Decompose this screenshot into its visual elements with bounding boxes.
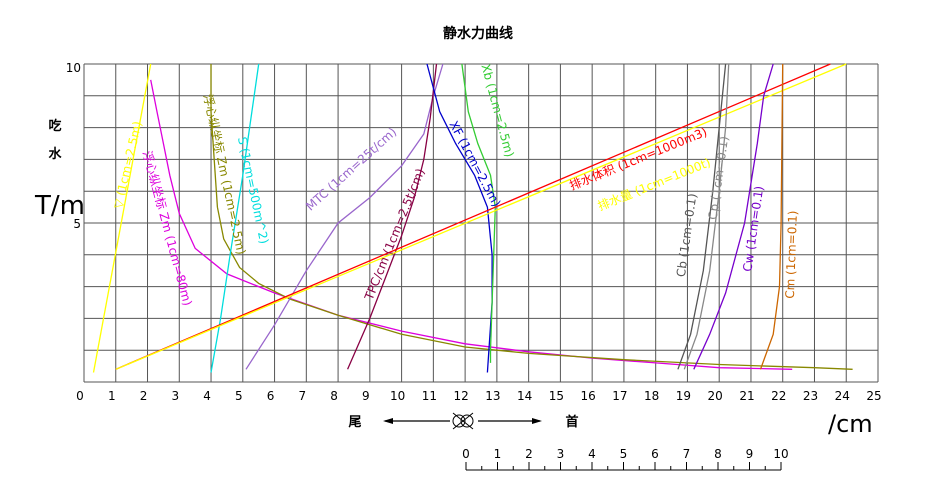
series-curve — [693, 63, 774, 370]
series-label: Xb (1cm=2.5m) — [478, 63, 516, 159]
series-curve — [245, 63, 444, 370]
x-tick-label: 2 — [140, 389, 148, 403]
direction-indicator: 尾 首 — [348, 412, 579, 430]
x-tick-label: 23 — [803, 389, 818, 403]
series-labels: ▽ (1cm=2.5m)浮心纵坐标 Zm (1cm=80m) 浮心纵坐标 Zm (… — [111, 63, 800, 308]
ruler-tick-label: 5 — [620, 447, 628, 461]
x-tick-label: 17 — [612, 389, 627, 403]
y-axis-label-char-2: 水 — [48, 146, 62, 162]
stern-arrow-head — [383, 418, 393, 424]
x-tick-label: 0 — [76, 389, 84, 403]
x-tick-label: 7 — [298, 389, 306, 403]
x-tick-label: 20 — [708, 389, 723, 403]
ruler-tick-label: 8 — [714, 447, 722, 461]
x-tick-label: 8 — [330, 389, 338, 403]
series-curve — [115, 63, 831, 370]
y-tick-labels: 5 10 — [66, 61, 81, 231]
series-label: Cp (1cm=0.1) — [706, 135, 732, 220]
x-tick-label: 22 — [771, 389, 786, 403]
x-tick-label: 12 — [453, 389, 468, 403]
series-curve — [92, 63, 152, 373]
x-tick-label: 16 — [581, 389, 596, 403]
ruler-tick-label: 1 — [494, 447, 502, 461]
ruler-tick-label: 0 — [462, 447, 470, 461]
series-curve — [210, 63, 260, 373]
bow-label: 首 — [565, 414, 578, 430]
x-tick-labels: 0 1 2 3 4 5 6 7 8 9 10 11 12 13 14 15 16 17 18 19 20 21 22 23 24… — [76, 389, 881, 403]
x-tick-label: 9 — [362, 389, 370, 403]
x-tick-label: 3 — [171, 389, 179, 403]
ruler-tick-label: 6 — [651, 447, 659, 461]
ruler-tick-label: 10 — [773, 447, 788, 461]
ruler-tick-label: 3 — [557, 447, 565, 461]
midship-icon — [452, 412, 474, 430]
series-curve — [677, 63, 727, 370]
series-label: Cw (1cm=0.1) — [740, 185, 766, 273]
x-tick-label: 15 — [549, 389, 564, 403]
series-label: 浮心纵坐标 Zm (1cm=2.5m) — [201, 93, 249, 256]
series-curve — [426, 63, 493, 373]
y-tick-label: 5 — [73, 217, 81, 231]
x-axis-label: /cm — [828, 410, 873, 438]
y-tick-label: 10 — [66, 61, 81, 75]
x-tick-label: 5 — [235, 389, 243, 403]
stern-label: 尾 — [348, 415, 361, 430]
x-tick-label: 21 — [739, 389, 754, 403]
series-curve — [210, 64, 853, 370]
x-tick-label: 13 — [485, 389, 500, 403]
series-curve — [347, 63, 438, 370]
scale-ruler: 0 1 2 3 4 5 6 7 8 9 10 — [462, 447, 789, 471]
series-curve — [115, 63, 847, 370]
chart-title: 静水力曲线 — [443, 25, 513, 42]
x-tick-label: 24 — [835, 389, 850, 403]
ruler-tick-label: 9 — [746, 447, 754, 461]
ruler-tick-label: 2 — [525, 447, 533, 461]
x-tick-label: 19 — [676, 389, 691, 403]
x-tick-label: 6 — [267, 389, 275, 403]
ruler-tick-label: 4 — [588, 447, 596, 461]
series-label: Cb (1cm=0.1) — [674, 192, 700, 277]
series-label: Cm (1cm=0.1) — [783, 210, 800, 299]
ruler-tick-label: 7 — [683, 447, 691, 461]
x-tick-label: 25 — [866, 389, 881, 403]
bow-arrow-head — [532, 418, 542, 424]
x-tick-label: 18 — [644, 389, 659, 403]
series-label: TPC/cm (1cm=2.5t/cm) — [362, 166, 428, 302]
x-tick-label: 14 — [517, 389, 532, 403]
series-curve — [683, 63, 730, 370]
x-tick-label: 10 — [390, 389, 405, 403]
series-label: MTC (1cm=25t/cm) — [303, 125, 399, 214]
x-tick-label: 11 — [422, 389, 437, 403]
series-curves — [92, 63, 853, 373]
y-axis-unit: T/m — [34, 191, 85, 221]
x-tick-label: 4 — [203, 389, 211, 403]
y-axis-label-char-1: 吃 — [48, 118, 61, 134]
series-curve — [759, 63, 784, 370]
x-tick-label: 1 — [108, 389, 116, 403]
